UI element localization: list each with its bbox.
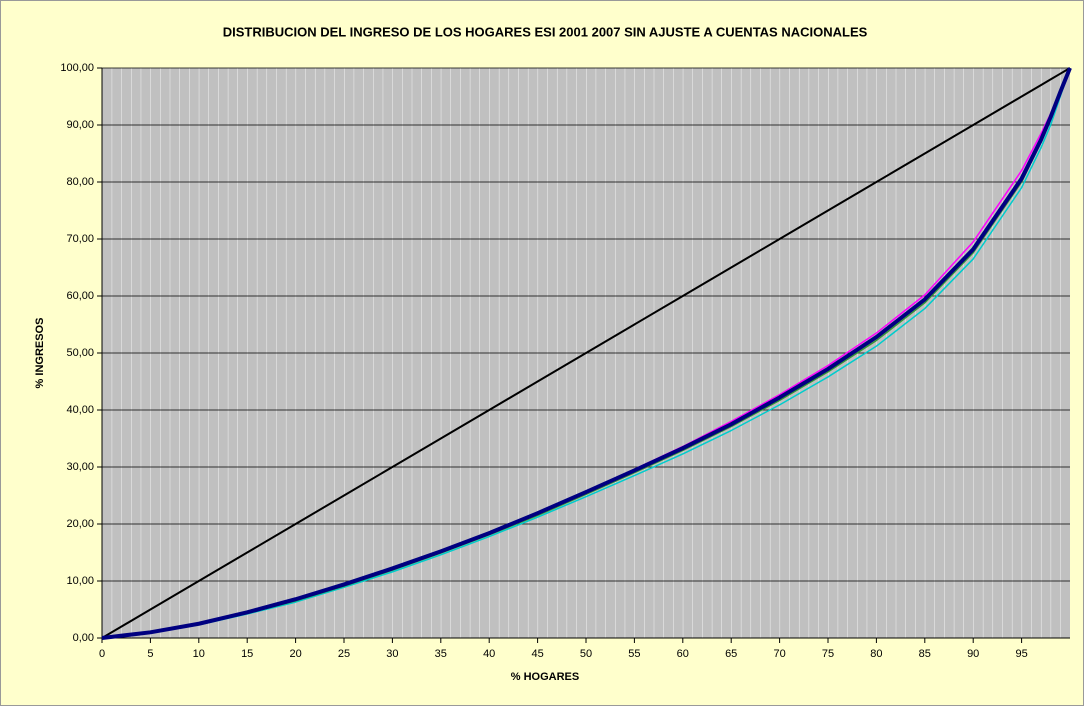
x-tick-label: 25 xyxy=(338,648,350,660)
y-tick-label: 20,00 xyxy=(66,518,94,530)
y-tick-label: 90,00 xyxy=(66,119,94,131)
x-tick-label: 5 xyxy=(147,648,153,660)
x-tick-label: 15 xyxy=(241,648,253,660)
x-tick-label: 20 xyxy=(289,648,301,660)
x-tick-label: 60 xyxy=(677,648,689,660)
y-tick-label: 100,00 xyxy=(60,62,94,74)
y-tick-label: 50,00 xyxy=(66,347,94,359)
y-tick-label: 0,00 xyxy=(73,632,94,644)
x-tick-label: 95 xyxy=(1015,648,1027,660)
x-tick-label: 0 xyxy=(99,648,105,660)
y-tick-label: 40,00 xyxy=(66,404,94,416)
x-tick-label: 55 xyxy=(628,648,640,660)
y-tick-label: 10,00 xyxy=(66,575,94,587)
x-tick-label: 50 xyxy=(580,648,592,660)
series-line xyxy=(101,67,1072,640)
x-tick-label: 40 xyxy=(483,648,495,660)
x-tick-label: 85 xyxy=(919,648,931,660)
series-line xyxy=(101,67,1071,639)
y-tick-label: 70,00 xyxy=(66,233,94,245)
y-tick-label: 60,00 xyxy=(66,290,94,302)
x-tick-label: 70 xyxy=(773,648,785,660)
x-tick-label: 45 xyxy=(531,648,543,660)
x-tick-label: 35 xyxy=(435,648,447,660)
x-tick-label: 75 xyxy=(822,648,834,660)
series-line xyxy=(101,67,1071,639)
x-tick-label: 30 xyxy=(386,648,398,660)
x-tick-label: 80 xyxy=(870,648,882,660)
x-tick-label: 65 xyxy=(725,648,737,660)
x-tick-label: 10 xyxy=(193,648,205,660)
y-tick-label: 80,00 xyxy=(66,176,94,188)
x-axis-label: % HOGARES xyxy=(511,671,579,683)
y-tick-label: 30,00 xyxy=(66,461,94,473)
x-tick-label: 90 xyxy=(967,648,979,660)
chart-title: DISTRIBUCION DEL INGRESO DE LOS HOGARES … xyxy=(223,24,868,39)
y-axis-label: % INGRESOS xyxy=(34,318,46,389)
